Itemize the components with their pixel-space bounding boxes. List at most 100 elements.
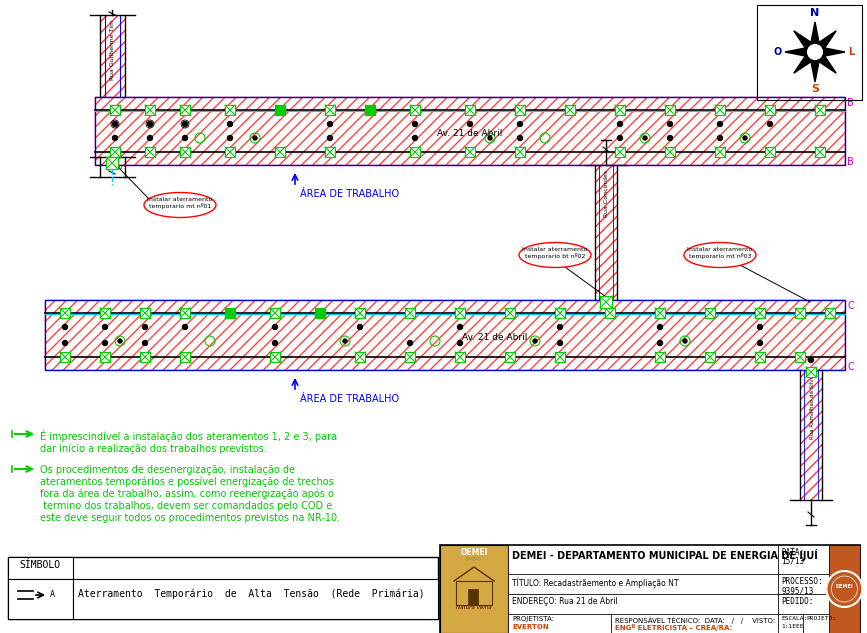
Circle shape [557, 341, 563, 346]
Bar [180, 147, 190, 157]
Circle shape [328, 135, 333, 141]
Bar [508, 545, 778, 574]
Circle shape [718, 122, 722, 127]
Circle shape [458, 325, 462, 330]
Bar [95, 97, 845, 165]
Bar [765, 147, 775, 157]
Bar [225, 147, 235, 157]
Circle shape [533, 339, 537, 343]
Bar [110, 105, 120, 115]
Bar [180, 105, 190, 115]
Bar [8, 557, 438, 619]
Circle shape [809, 358, 813, 363]
Text: É imprescindível a instalação dos ateramentos 1, 2 e 3, para
dar início a realiz: É imprescindível a instalação dos ateram… [40, 430, 337, 454]
Circle shape [182, 122, 187, 127]
Circle shape [182, 135, 187, 141]
Circle shape [102, 341, 108, 346]
Bar [95, 97, 845, 165]
Bar [755, 352, 765, 362]
Text: DATA:: DATA: [781, 548, 804, 557]
Bar [508, 574, 778, 594]
Text: Natura Velha: Natura Velha [456, 605, 492, 610]
Circle shape [743, 136, 747, 140]
Bar [605, 308, 615, 318]
Bar [225, 308, 235, 318]
Text: ENDEREÇO: Rua 21 de Abril: ENDEREÇO: Rua 21 de Abril [512, 597, 618, 606]
Bar [515, 147, 525, 157]
Bar [705, 308, 715, 318]
Text: DEMEI: DEMEI [836, 584, 853, 589]
Bar [100, 352, 110, 362]
Bar [73, 579, 438, 619]
Text: Rua Ramalhao da Silva: Rua Ramalhao da Silva [810, 375, 814, 439]
Circle shape [147, 135, 153, 141]
Bar [468, 589, 478, 605]
Circle shape [253, 136, 257, 140]
Bar [465, 147, 475, 157]
Bar [8, 579, 73, 619]
Bar [60, 352, 70, 362]
Bar [715, 147, 725, 157]
Circle shape [617, 135, 623, 141]
Bar [365, 105, 375, 115]
Bar [275, 147, 285, 157]
Bar [140, 308, 150, 318]
Bar [815, 105, 825, 115]
Bar [795, 308, 805, 318]
Bar [225, 105, 235, 115]
Text: Rua Guilherme Tim: Rua Guilherme Tim [110, 20, 115, 80]
Text: N: N [811, 8, 819, 18]
Bar [405, 308, 415, 318]
Bar [405, 352, 415, 362]
Bar [615, 147, 625, 157]
Bar [440, 545, 508, 633]
Text: TÍTULO: Recadastrãemento e Ampliação NT: TÍTULO: Recadastrãemento e Ampliação NT [512, 577, 679, 587]
Circle shape [617, 122, 623, 127]
Text: Instalar aterramento
temporario bt nº02: Instalar aterramento temporario bt nº02 [522, 247, 588, 259]
Text: 2: 2 [148, 122, 152, 127]
Circle shape [657, 341, 662, 346]
Bar [765, 105, 775, 115]
Bar [180, 308, 190, 318]
Circle shape [113, 135, 118, 141]
Circle shape [357, 325, 362, 330]
Text: ENGº ELETRICISTA – CREA/RA:: ENGº ELETRICISTA – CREA/RA: [615, 624, 732, 631]
Bar [100, 15, 125, 97]
Circle shape [668, 135, 673, 141]
Bar [795, 352, 805, 362]
Text: S: S [811, 84, 819, 94]
Bar [110, 147, 120, 157]
Circle shape [467, 122, 473, 127]
Text: A: A [50, 590, 55, 599]
Bar [225, 308, 235, 318]
Bar [275, 105, 285, 115]
Bar [555, 352, 565, 362]
Bar [140, 352, 150, 362]
Circle shape [142, 325, 147, 330]
Text: B: B [847, 98, 854, 108]
Circle shape [62, 341, 68, 346]
Bar [145, 105, 155, 115]
Bar [440, 545, 860, 633]
Bar [145, 147, 155, 157]
Bar [355, 308, 365, 318]
Text: 1: 1 [114, 122, 117, 127]
Circle shape [227, 122, 232, 127]
Circle shape [118, 339, 122, 343]
Text: ÁREA DE TRABALHO: ÁREA DE TRABALHO [300, 189, 399, 199]
Bar [655, 308, 665, 318]
Circle shape [328, 122, 333, 127]
Text: Av. 21 de Abril: Av. 21 de Abril [437, 128, 503, 137]
Text: C: C [847, 301, 854, 311]
Text: B: B [847, 157, 854, 167]
Bar [829, 545, 860, 633]
Text: SÍMBOLO: SÍMBOLO [19, 560, 61, 570]
Text: PROCESSO:: PROCESSO: [781, 577, 823, 586]
Circle shape [518, 122, 523, 127]
Bar [778, 545, 829, 574]
Bar [610, 614, 778, 633]
Text: EVERTON: EVERTON [512, 624, 549, 630]
Text: O: O [773, 47, 782, 57]
Bar [800, 370, 822, 500]
Circle shape [62, 325, 68, 330]
